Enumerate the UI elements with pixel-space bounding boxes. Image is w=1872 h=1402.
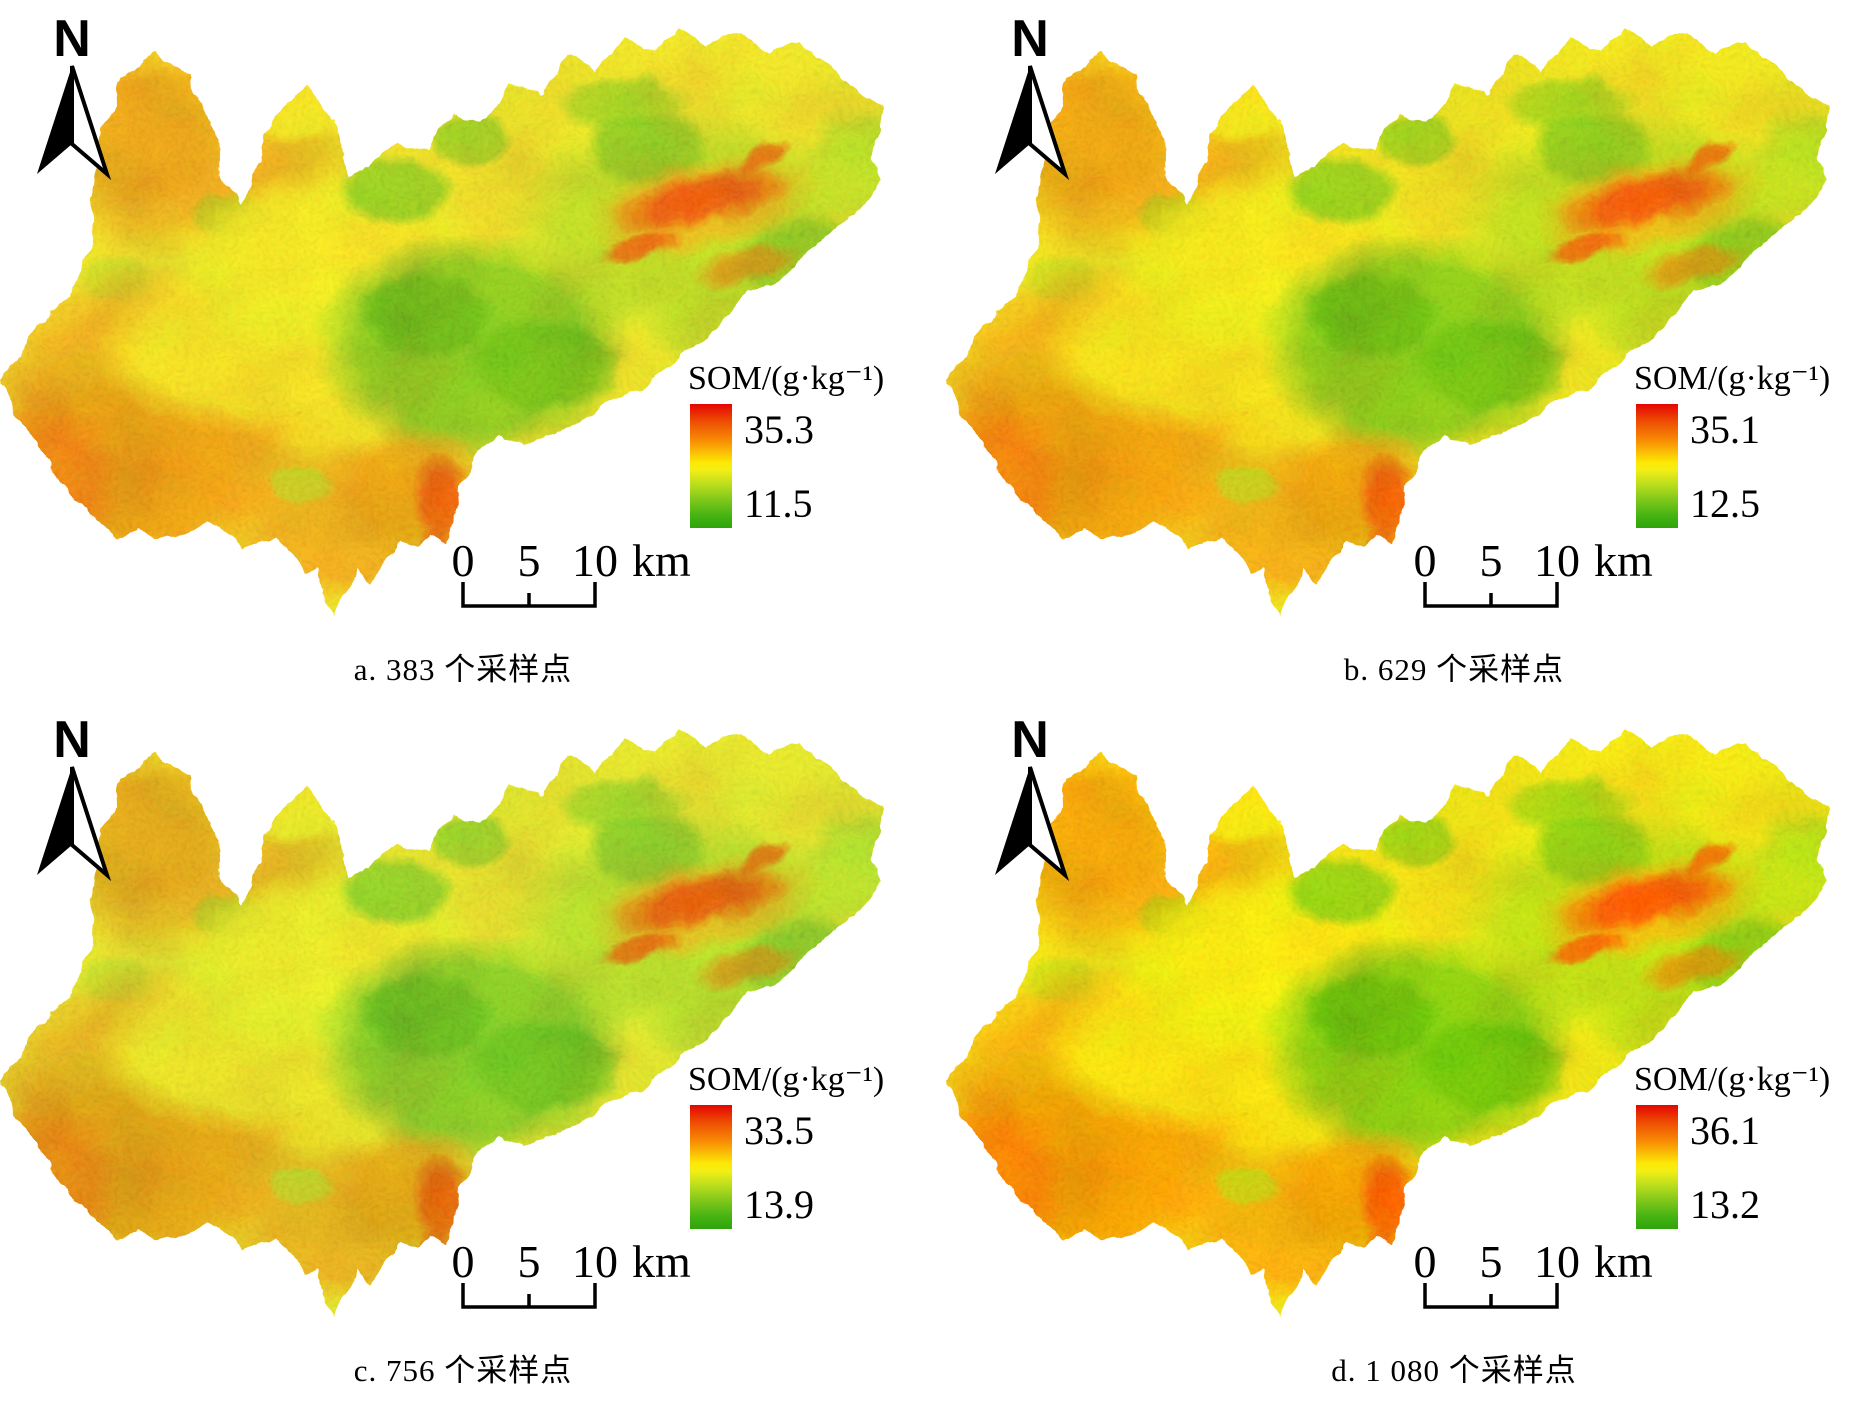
scale-unit: km	[1594, 1237, 1653, 1287]
som-legend: SOM/(g·kg⁻¹) 33.5 13.9	[688, 1059, 926, 1229]
scale-bracket	[1423, 582, 1559, 608]
north-label: N	[1011, 711, 1049, 769]
scale-unit: km	[632, 536, 691, 586]
north-arrow: N	[24, 709, 120, 882]
scale-tick-5: 5	[518, 1237, 541, 1287]
scale-bar: 0 5 10 km	[1382, 535, 1682, 616]
north-arrow-left-half	[995, 767, 1030, 875]
scale-tick-5: 5	[1480, 536, 1503, 586]
legend-title: SOM/(g·kg⁻¹)	[688, 360, 885, 397]
scale-bar: 0 5 10 km	[420, 1236, 720, 1317]
scale-unit: km	[632, 1237, 691, 1287]
scale-bracket	[461, 1283, 597, 1309]
north-arrow-left-half	[995, 66, 1030, 174]
north-label: N	[53, 10, 91, 68]
scale-tick-0: 0	[452, 536, 475, 586]
north-arrow-right-half	[70, 65, 112, 181]
scale-tick-5: 5	[1480, 1237, 1503, 1287]
som-max-value: 36.1	[1690, 1108, 1760, 1153]
panel-d: N SOM/(g·kg⁻¹) 36.1 13.2 0 5 10 km	[946, 701, 1872, 1402]
panel-a: N SOM/(g·kg⁻¹) 35.3 11.5 0 5 10 km	[0, 0, 926, 701]
scale-tick-10: 10	[572, 1237, 618, 1287]
colorbar-gradient	[1636, 404, 1678, 528]
legend-title: SOM/(g·kg⁻¹)	[1634, 360, 1831, 397]
scale-tick-10: 10	[1534, 536, 1580, 586]
legend-title: SOM/(g·kg⁻¹)	[1634, 1061, 1831, 1098]
north-arrow-left-half	[37, 66, 72, 174]
scale-bracket	[1423, 1283, 1559, 1309]
colorbar-gradient	[690, 1105, 732, 1229]
panel-caption: d. 1 080 个采样点	[1331, 1353, 1577, 1388]
north-arrow: N	[982, 8, 1078, 181]
scale-tick-0: 0	[1414, 536, 1437, 586]
som-min-value: 13.2	[1690, 1182, 1760, 1227]
north-arrow-left-half	[37, 767, 72, 875]
panel-c: N SOM/(g·kg⁻¹) 33.5 13.9 0 5 10 km	[0, 701, 926, 1402]
scale-tick-10: 10	[1534, 1237, 1580, 1287]
panel-b: N SOM/(g·kg⁻¹) 35.1 12.5 0 5 10 km	[946, 0, 1872, 701]
colorbar-gradient	[1636, 1105, 1678, 1229]
north-arrow: N	[24, 8, 120, 181]
som-min-value: 11.5	[744, 481, 813, 526]
som-max-value: 35.1	[1690, 407, 1760, 452]
scale-tick-10: 10	[572, 536, 618, 586]
som-max-value: 35.3	[744, 407, 814, 452]
scale-bar: 0 5 10 km	[1382, 1236, 1682, 1317]
north-arrow: N	[982, 709, 1078, 882]
panel-caption: c. 756 个采样点	[353, 1353, 573, 1388]
colorbar-gradient	[690, 404, 732, 528]
north-label: N	[53, 711, 91, 769]
north-label: N	[1011, 10, 1049, 68]
legend-title: SOM/(g·kg⁻¹)	[688, 1061, 885, 1098]
som-legend: SOM/(g·kg⁻¹) 35.3 11.5	[688, 358, 926, 528]
scale-unit: km	[1594, 536, 1653, 586]
north-arrow-right-half	[70, 766, 112, 882]
scale-tick-0: 0	[1414, 1237, 1437, 1287]
som-min-value: 13.9	[744, 1182, 814, 1227]
scale-bar: 0 5 10 km	[420, 535, 720, 616]
som-legend: SOM/(g·kg⁻¹) 36.1 13.2	[1634, 1059, 1872, 1229]
panel-caption: a. 383 个采样点	[353, 652, 573, 687]
som-min-value: 12.5	[1690, 481, 1760, 526]
scale-bracket	[461, 582, 597, 608]
som-max-value: 33.5	[744, 1108, 814, 1153]
north-arrow-right-half	[1028, 65, 1070, 181]
scale-tick-0: 0	[452, 1237, 475, 1287]
scale-tick-5: 5	[518, 536, 541, 586]
som-legend: SOM/(g·kg⁻¹) 35.1 12.5	[1634, 358, 1872, 528]
panel-caption: b. 629 个采样点	[1343, 652, 1565, 687]
north-arrow-right-half	[1028, 766, 1070, 882]
